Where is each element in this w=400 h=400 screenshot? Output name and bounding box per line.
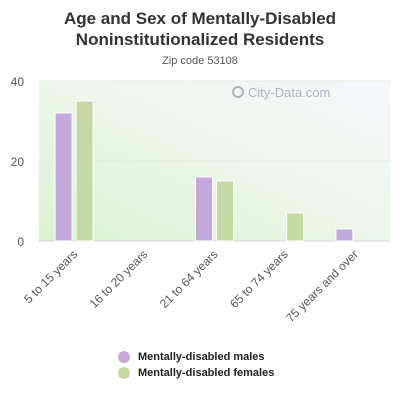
x-tick-label: 75 years and over bbox=[283, 247, 361, 325]
legend: Mentally-disabled males Mentally-disable… bbox=[118, 349, 274, 381]
legend-swatch-males bbox=[118, 351, 130, 363]
y-tick-label: 0 bbox=[17, 235, 24, 249]
watermark: City-Data.com bbox=[232, 84, 330, 100]
legend-label-females: Mentally-disabled females bbox=[138, 367, 275, 379]
bar-males bbox=[54, 112, 73, 242]
bar-males bbox=[335, 228, 354, 242]
x-tick-label: 21 to 64 years bbox=[157, 247, 221, 311]
legend-label-males: Mentally-disabled males bbox=[138, 351, 265, 363]
legend-item-males: Mentally-disabled males bbox=[118, 349, 274, 365]
legend-swatch-females bbox=[118, 367, 130, 379]
chart-title: Age and Sex of Mentally-Disabled Noninst… bbox=[63, 9, 337, 49]
bar-females bbox=[75, 100, 94, 242]
x-tick-label: 5 to 15 years bbox=[21, 247, 80, 306]
chart-subtitle: Zip code 53108 bbox=[162, 55, 238, 67]
y-tick-label: 20 bbox=[11, 155, 25, 169]
magnifier-icon bbox=[232, 86, 244, 98]
legend-item-females: Mentally-disabled females bbox=[118, 365, 274, 381]
bar-females bbox=[286, 212, 305, 242]
y-tick-label: 40 bbox=[11, 75, 25, 89]
watermark-text: City-Data.com bbox=[248, 84, 331, 100]
bar-males bbox=[195, 176, 213, 242]
x-tick-label: 65 to 74 years bbox=[227, 247, 291, 311]
bar-females bbox=[216, 180, 234, 242]
x-tick-label: 16 to 20 years bbox=[87, 247, 151, 311]
